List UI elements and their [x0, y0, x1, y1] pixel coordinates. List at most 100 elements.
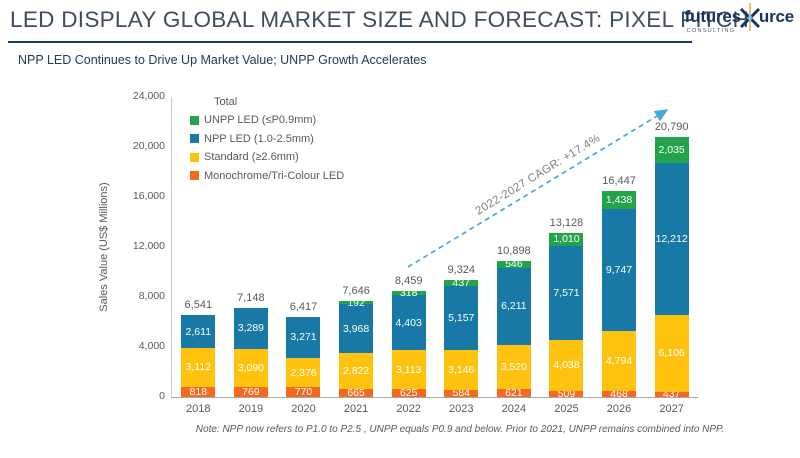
bar-segment: 2,035	[654, 137, 689, 163]
bar-total-label: 20,790	[654, 121, 689, 134]
legend-swatch	[190, 152, 199, 162]
bar-segment: 2,376	[286, 357, 321, 388]
bar-segment: 3,112	[181, 347, 216, 387]
bar-segment: 546	[496, 258, 531, 271]
segment-value-label: 2,035	[658, 143, 685, 156]
logo-subtext: CONSULTING	[686, 28, 736, 34]
bar-segment: 3,968	[339, 303, 374, 354]
segment-value-label: 818	[189, 385, 208, 398]
y-axis-tick-label: 4,000	[138, 340, 165, 352]
stacked-bar: 625 3,113 4,403 318	[391, 287, 426, 400]
bar-segment: 665	[339, 386, 374, 399]
segment-value-label: 3,146	[448, 364, 475, 377]
x-axis-year-label: 2018	[186, 403, 211, 415]
legend-item: UNPP LED (≤P0.9mm)	[190, 114, 344, 126]
bar-total-label: 16,447	[602, 175, 636, 188]
legend-items: UNPP LED (≤P0.9mm) NPP LED (1.0-2.5mm) Sta…	[190, 114, 344, 182]
bar-segment: 3,520	[496, 345, 531, 390]
segment-value-label: 3,520	[500, 361, 527, 374]
x-axis-year-label: 2020	[291, 403, 316, 415]
bar-2021: 665 2,822 3,968 192 7,646 2021	[330, 97, 383, 415]
legend-swatch	[190, 115, 199, 125]
segment-value-label: 3,968	[342, 322, 370, 335]
segment-value-label: 2,822	[342, 365, 370, 378]
bar-segment: 625	[391, 387, 426, 400]
segment-value-label: 546	[505, 258, 523, 271]
segment-value-label: 437	[452, 277, 471, 290]
bar-segment: 3,090	[233, 348, 268, 388]
logo-text-right: urce	[758, 7, 794, 26]
plot-area: 818 3,112 2,611 6,541 2018 769 3,090 3,289 7,148…	[171, 96, 698, 415]
legend-swatch	[190, 134, 199, 143]
bar-total-label: 6,541	[184, 299, 213, 312]
bar-segment: 2,822	[339, 353, 374, 389]
y-axis-title: Sales Value (US$ Millions)	[98, 182, 110, 312]
legend-label: Standard (≥2.6mm)	[204, 151, 299, 163]
x-axis-year-label: 2021	[343, 403, 369, 415]
bar-total-label: 10,898	[497, 244, 531, 257]
bar-2018: 818 3,112 2,611 6,541 2018	[172, 97, 225, 415]
segment-value-label: 1,010	[553, 233, 580, 246]
stacked-bar: 621 3,520 6,211 546	[496, 258, 531, 399]
stacked-bar: 468 4,794 9,747 1,438	[602, 191, 637, 400]
bar-2019: 769 3,090 3,289 7,148 2019	[225, 97, 278, 415]
segment-value-label: 7,571	[553, 286, 580, 299]
segment-value-label: 4,403	[395, 316, 422, 329]
x-axis-year-label: 2027	[659, 403, 684, 415]
stacked-bar: 509 4,038 7,571 1,010	[549, 232, 584, 400]
bar-segment: 769	[233, 386, 268, 399]
bar-total-label: 13,128	[549, 216, 584, 229]
x-axis-year-label: 2023	[449, 403, 474, 415]
segment-value-label: 318	[399, 287, 418, 300]
bar-total-label: 7,148	[237, 291, 265, 304]
segment-value-label: 770	[294, 386, 313, 399]
bar-2020: 770 2,376 3,271 6,417 2020	[277, 97, 330, 415]
stacked-bar: 770 2,376 3,271	[286, 316, 321, 399]
segment-value-label: 6,106	[658, 347, 685, 360]
bar-segment: 9,747	[602, 209, 637, 332]
bar-segment: 5,157	[444, 285, 479, 351]
segment-value-label: 3,289	[237, 322, 265, 335]
stacked-bar: 437 6,106 12,212 2,035	[654, 137, 689, 400]
segment-value-label: 769	[242, 386, 260, 399]
segment-value-label: 4,038	[553, 359, 580, 372]
logo-star-icon	[739, 3, 760, 31]
bar-segment: 621	[496, 387, 531, 399]
bar-total-label: 7,646	[342, 285, 370, 298]
footnote: Note: NPP now refers to P1.0 to P2.5 , U…	[195, 424, 725, 435]
segment-value-label: 3,112	[185, 361, 212, 374]
logo-wordmark: futures urce	[685, 3, 794, 31]
stacked-bar: 818 3,112 2,611	[181, 315, 216, 398]
stacked-bar: 584 3,146 5,157 437	[444, 277, 479, 400]
bar-segment: 509	[549, 388, 584, 400]
segment-value-label: 625	[399, 387, 418, 400]
x-axis-year-label: 2026	[606, 403, 632, 415]
segment-value-label: 665	[347, 386, 365, 399]
y-axis-tick-label: 20,000	[132, 140, 165, 152]
title-underline	[8, 41, 692, 43]
bar-segment: 3,113	[391, 350, 426, 390]
x-axis-year-label: 2019	[238, 403, 264, 415]
bar-segment: 4,038	[549, 340, 584, 391]
bar-segment: 818	[181, 385, 216, 398]
bar-segment: 2,611	[181, 315, 216, 348]
bar-2024: 621 3,520 6,211 546 10,898 2024	[488, 97, 541, 415]
segment-value-label: 9,747	[605, 264, 633, 277]
bar-segment: 6,211	[496, 267, 531, 346]
y-axis-tick-label: 24,000	[132, 90, 165, 102]
segment-value-label: 3,090	[237, 362, 265, 375]
bar-2027: 437 6,106 12,212 2,035 20,790 2027	[645, 97, 698, 415]
segment-value-label: 3,113	[395, 363, 422, 376]
segment-value-label: 2,376	[290, 366, 317, 379]
legend-swatch	[190, 171, 199, 180]
legend-item: Standard (≥2.6mm)	[190, 151, 344, 163]
bar-2022: 625 3,113 4,403 318 8,459 2022	[382, 97, 435, 415]
legend-item: Monochrome/Tri-Colour LED	[190, 170, 344, 182]
x-axis-year-label: 2022	[396, 403, 421, 415]
segment-value-label: 3,271	[290, 331, 317, 344]
segment-value-label: 1,438	[605, 194, 633, 207]
bar-segment: 6,106	[654, 315, 689, 392]
subtitle: NPP LED Continues to Drive Up Market Val…	[18, 53, 427, 67]
segment-value-label: 584	[452, 387, 471, 400]
